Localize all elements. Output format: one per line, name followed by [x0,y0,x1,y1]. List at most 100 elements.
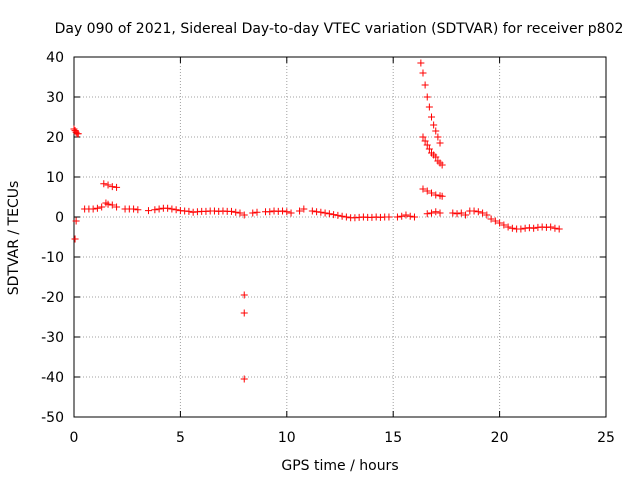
data-point [419,133,427,141]
data-point [483,211,491,219]
data-point [236,209,244,217]
x-tick-label: 5 [176,430,185,446]
data-point [457,209,465,217]
data-point [321,209,329,217]
series-mid-track [419,133,446,169]
y-tick-label: 10 [46,170,64,186]
data-point [232,208,240,216]
data-point [402,211,410,219]
x-tick-label: 0 [70,430,79,446]
data-point [108,201,116,209]
series-low-track [419,185,446,200]
data-point [432,153,440,161]
data-point [155,205,163,213]
data-point [438,161,446,169]
data-point [474,208,482,216]
data-point [172,206,180,214]
data-point [449,209,457,217]
data-point [425,145,433,153]
y-tick-label: -30 [41,330,64,346]
data-point [496,219,504,227]
data-point [74,130,82,138]
data-point [393,213,401,221]
x-tick-label: 25 [597,430,615,446]
y-axis-label: SDTVAR / TECUs [6,181,22,296]
data-point [500,221,508,229]
data-point [385,213,393,221]
data-point [406,212,414,220]
data-point [72,217,80,225]
data-point [100,180,108,188]
y-tick-label: 40 [46,50,64,66]
data-point [421,137,429,145]
y-tick-label: 30 [46,90,64,106]
x-tick-label: 10 [278,430,296,446]
data-point [508,224,516,232]
data-point [325,210,333,218]
data-point [104,200,112,208]
data-point [283,208,291,216]
data-point [253,208,261,216]
x-tick-label: 20 [491,430,509,446]
data-point [462,211,470,219]
data-point [470,207,478,215]
data-point [240,375,248,383]
data-point [419,185,427,193]
data-point [438,192,446,200]
data-point [334,211,342,219]
series-high-track [417,59,444,147]
data-point [428,113,436,121]
data-point [423,93,431,101]
data-points [70,59,563,383]
data-point [113,183,121,191]
data-point [417,59,425,67]
data-point [98,203,106,211]
data-point [547,223,555,231]
data-point [453,210,461,218]
data-point [504,223,512,231]
axis-ticks [73,56,607,418]
data-point [89,205,97,213]
y-tick-label: -50 [41,410,64,426]
data-point [410,213,418,221]
data-point [108,183,116,191]
data-point [113,203,121,211]
data-point [430,121,438,129]
data-point [317,208,325,216]
data-point [423,187,431,195]
data-point [240,211,248,219]
y-tick-label: -10 [41,250,64,266]
data-point [491,217,499,225]
data-point [487,215,495,223]
plot-frame [73,56,607,418]
data-point [555,225,563,233]
data-point [330,211,338,219]
data-point [530,224,538,232]
data-point [419,69,427,77]
data-point [104,181,112,189]
data-point [436,139,444,147]
data-point [479,209,487,217]
data-point [423,210,431,218]
data-point [240,309,248,317]
data-point [432,127,440,135]
data-point [398,212,406,220]
data-point [432,208,440,216]
data-point [168,205,176,213]
data-point [279,207,287,215]
data-point [296,207,304,215]
data-point [338,212,346,220]
x-axis-label: GPS time / hours [281,458,398,474]
data-point [266,208,274,216]
y-tick-label: 20 [46,130,64,146]
data-point [240,291,248,299]
data-point [421,81,429,89]
data-point [134,206,142,214]
data-point [300,205,308,213]
data-point [432,191,440,199]
y-tick-label: 0 [55,210,64,226]
data-point [151,206,159,214]
data-point [287,209,295,217]
data-point [434,133,442,141]
data-point [130,205,138,213]
